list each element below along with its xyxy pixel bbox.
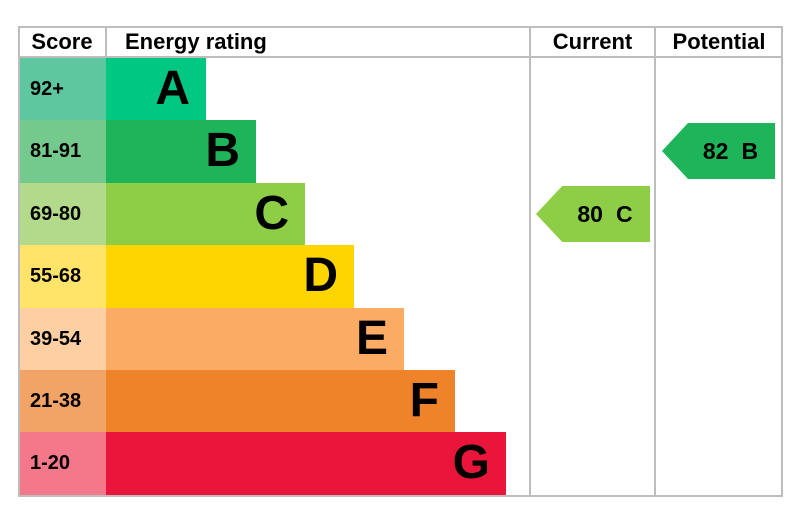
current-band-letter: C <box>615 200 633 227</box>
score-range-cell: 69-80 <box>20 182 106 246</box>
rating-bar-g: G <box>106 432 506 495</box>
score-range-cell: 1-20 <box>20 432 106 495</box>
band-row-g: 1-20 G <box>20 432 506 495</box>
band-row-b: 81-91 B <box>20 120 506 183</box>
rating-bar-e: E <box>106 307 404 370</box>
table-border-right <box>781 26 783 497</box>
table-border-top <box>18 26 783 28</box>
potential-column-divider <box>654 26 656 497</box>
table-header-row: Score Energy rating Current Potential <box>18 28 783 56</box>
potential-rating-arrow: 82 B <box>662 123 775 179</box>
band-row-d: 55-68 D <box>20 245 506 308</box>
score-range-cell: 55-68 <box>20 245 106 308</box>
score-range-cell: 39-54 <box>20 307 106 370</box>
rating-bar-b: B <box>106 120 256 183</box>
current-score-value: 80 <box>577 200 603 227</box>
rating-bar-f: F <box>106 369 455 433</box>
band-row-c: 69-80 C <box>20 182 506 246</box>
band-row-e: 39-54 E <box>20 307 506 370</box>
rating-bar-d: D <box>106 245 354 308</box>
score-range-cell: 92+ <box>20 58 106 121</box>
band-row-f: 21-38 F <box>20 369 506 433</box>
header-energy-rating: Energy rating <box>125 29 267 54</box>
header-divider <box>18 56 783 58</box>
rating-bar-a: A <box>106 58 206 121</box>
score-range-cell: 21-38 <box>20 369 106 433</box>
current-column-divider <box>529 26 531 497</box>
header-current: Current <box>552 29 633 54</box>
table-border-left <box>18 26 20 497</box>
score-column-divider <box>105 28 107 56</box>
current-rating-arrow: 80 C <box>536 186 650 242</box>
header-score: Score <box>31 29 93 54</box>
rating-bar-c: C <box>106 182 305 246</box>
potential-score-value: 82 <box>702 137 729 164</box>
rating-bands: 92+ A 81-91 B 69-80 C 55-68 D 39-54 E 21… <box>20 58 506 495</box>
score-range-cell: 81-91 <box>20 120 106 183</box>
potential-band-letter: B <box>741 137 759 164</box>
epc-table: Score Energy rating Current Potential 92… <box>18 26 783 497</box>
table-border-bottom <box>18 495 783 497</box>
header-potential: Potential <box>672 29 766 54</box>
band-row-a: 92+ A <box>20 58 506 121</box>
